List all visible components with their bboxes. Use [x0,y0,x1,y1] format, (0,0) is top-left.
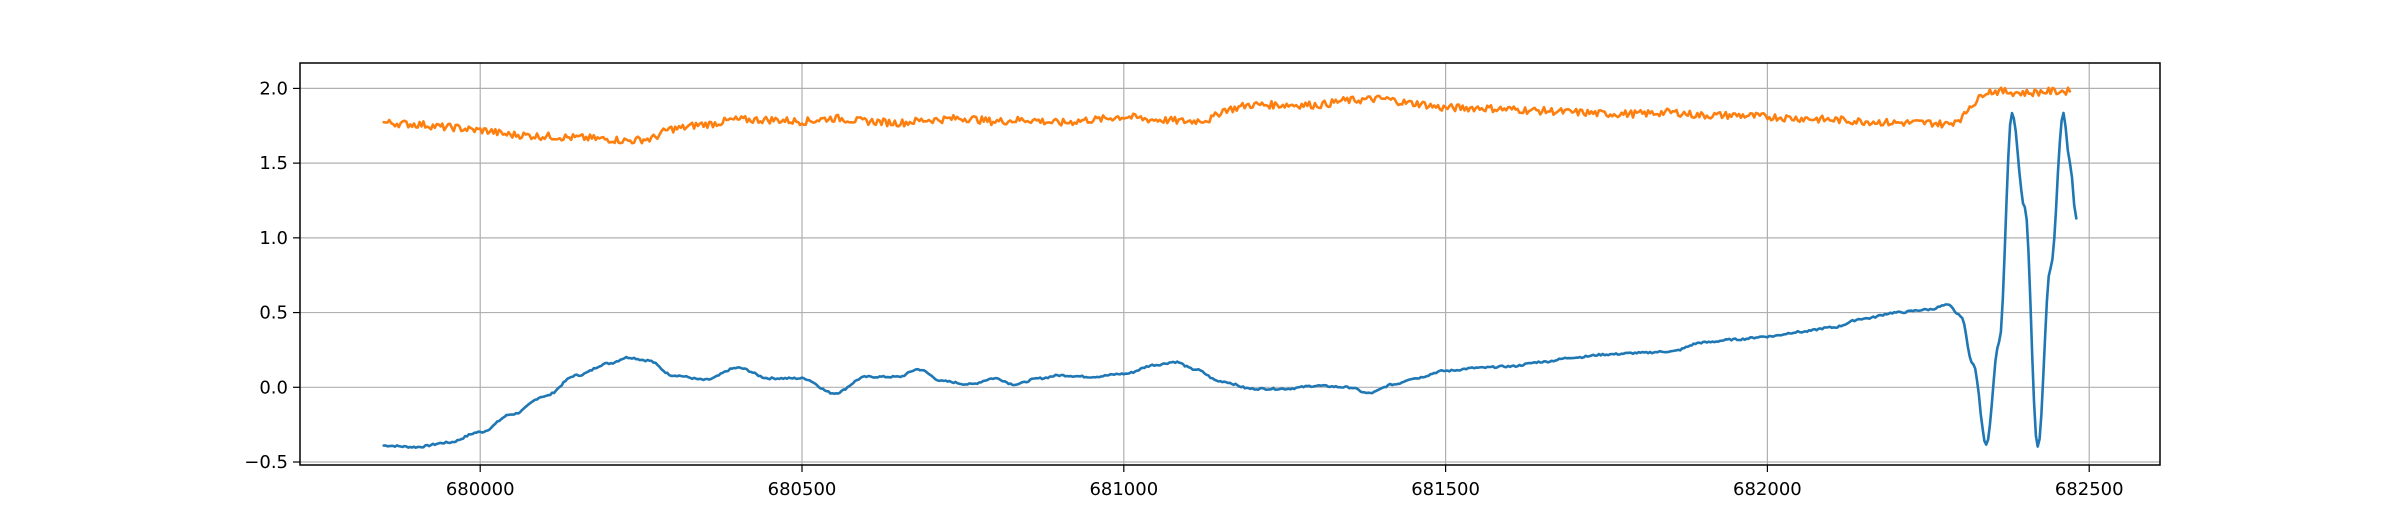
y-tick-label: 2.0 [259,78,288,99]
series-2-line [382,86,2072,145]
grid [300,63,2160,465]
series-1-line [382,111,2078,450]
x-tick-label: 680500 [768,479,837,500]
x-tick-label: 681500 [1411,479,1480,500]
x-tick-label: 682500 [2055,479,2124,500]
y-tick-label: 0.5 [259,303,288,324]
axes: 680000 680500 681000 681500 682000 682500 −0.5… [244,78,2123,500]
plot-area-frame [299,62,2161,466]
x-tick-label: 682000 [1733,479,1802,500]
y-tick-label: 1.5 [259,153,288,174]
x-tick-label: 680000 [446,479,515,500]
y-tick-label: 1.0 [259,228,288,249]
series-layer [382,86,2078,450]
y-tick-label: −0.5 [244,452,288,473]
x-tick-label: 681000 [1089,479,1158,500]
y-tick-label: 0.0 [259,377,288,398]
